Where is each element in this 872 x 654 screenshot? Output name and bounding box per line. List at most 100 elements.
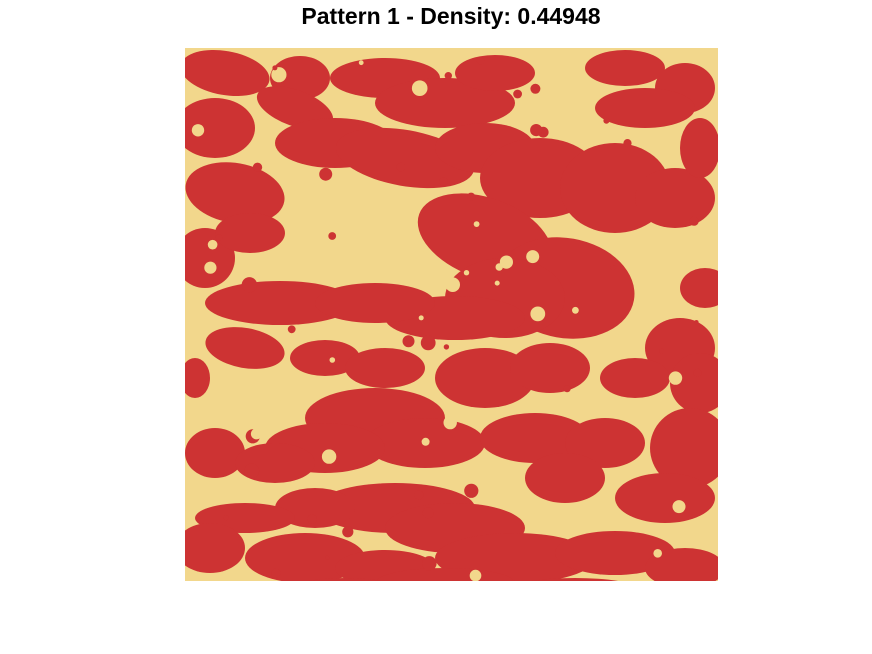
pattern-speckle <box>215 234 223 242</box>
occupied-patch <box>185 523 245 573</box>
pattern-panel <box>185 48 718 581</box>
occupied-patch <box>315 283 435 323</box>
pattern-speckle <box>530 124 543 137</box>
pattern-speckle <box>513 89 522 99</box>
occupied-patch <box>680 118 718 178</box>
pattern-speckle <box>467 192 476 201</box>
occupied-patch <box>615 473 715 523</box>
pattern-speckle <box>328 232 337 240</box>
occupied-patch <box>585 50 665 86</box>
pattern-speckle <box>271 568 281 578</box>
pattern-speckle <box>463 270 470 276</box>
pattern-speckle <box>476 56 485 65</box>
pattern-speckle <box>329 357 336 363</box>
occupied-patch <box>205 327 285 369</box>
pattern-speckle <box>668 371 683 385</box>
pattern-speckle <box>530 83 541 94</box>
occupied-patch <box>455 55 535 91</box>
pattern-speckle <box>396 162 406 172</box>
pattern-speckle <box>271 67 287 83</box>
pattern-speckle <box>293 251 306 264</box>
pattern-speckle <box>603 117 610 124</box>
occupied-patch <box>645 548 718 581</box>
pattern-svg <box>185 48 718 581</box>
pattern-speckle <box>473 221 480 228</box>
pattern-speckle <box>319 167 333 181</box>
occupied-patch <box>680 268 718 308</box>
occupied-patch <box>480 413 590 463</box>
pattern-speckle <box>422 507 434 519</box>
occupied-patch <box>185 49 270 97</box>
pattern-speckle <box>499 255 513 269</box>
occupied-patch <box>235 443 315 483</box>
pattern-speckle <box>207 239 218 250</box>
pattern-speckle <box>321 449 337 464</box>
occupied-patches <box>185 49 718 581</box>
occupied-patch <box>635 168 715 228</box>
pattern-speckle <box>252 162 263 172</box>
occupied-patch <box>532 578 618 581</box>
pattern-speckle <box>420 335 436 351</box>
occupied-patch <box>525 453 605 503</box>
pattern-speckle <box>244 463 260 479</box>
pattern-speckle <box>191 124 205 137</box>
pattern-speckle <box>282 207 287 213</box>
pattern-speckle <box>204 261 217 274</box>
pattern-speckle <box>241 277 258 293</box>
pattern-speckle <box>443 415 457 430</box>
pattern-speckle <box>530 306 546 322</box>
pattern-speckle <box>279 395 287 402</box>
pattern-speckle <box>418 315 424 321</box>
pattern-speckle <box>325 555 330 560</box>
pattern-speckle <box>223 515 229 521</box>
pattern-speckle <box>659 348 665 354</box>
occupied-patch <box>185 98 255 158</box>
occupied-patch <box>555 531 675 575</box>
occupied-patch <box>600 358 670 398</box>
pattern-speckle <box>572 306 579 314</box>
pattern-speckle <box>443 344 450 350</box>
occupied-patch <box>185 162 285 224</box>
occupied-patch <box>185 358 210 398</box>
pattern-speckle <box>307 514 317 524</box>
occupied-patch <box>510 343 590 393</box>
occupied-patch <box>205 281 355 325</box>
pattern-speckle <box>533 508 541 515</box>
pattern-speckle <box>358 60 364 66</box>
pattern-speckle <box>445 277 461 292</box>
pattern-speckle <box>370 232 375 238</box>
pattern-speckle <box>610 265 616 271</box>
occupied-patch <box>215 213 285 253</box>
chart-title: Pattern 1 - Density: 0.44948 <box>301 3 601 29</box>
occupied-patch <box>309 578 381 581</box>
pattern-speckle <box>526 250 540 264</box>
pattern-speckle <box>250 428 262 440</box>
pattern-speckle <box>287 325 296 334</box>
pattern-speckle <box>469 569 482 581</box>
occupied-patch <box>185 428 245 478</box>
pattern-speckle <box>672 500 686 514</box>
pattern-speckle <box>689 216 699 226</box>
pattern-speckle <box>421 437 430 446</box>
pattern-speckle <box>414 243 425 255</box>
pattern-speckle <box>402 335 415 348</box>
pattern-speckle <box>653 549 662 558</box>
pattern-speckle <box>439 177 448 187</box>
occupied-patch <box>595 88 695 128</box>
pattern-speckle <box>422 556 437 571</box>
pattern-speckle <box>693 368 702 377</box>
pattern-speckle <box>494 280 500 286</box>
pattern-speckle <box>694 320 699 325</box>
occupied-patch <box>256 86 334 130</box>
occupied-patch <box>345 348 425 388</box>
pattern-speckle <box>411 80 428 96</box>
pattern-speckle <box>444 72 452 80</box>
occupied-patch <box>670 353 718 413</box>
pattern-speckle <box>563 385 571 393</box>
occupied-patch <box>435 533 595 581</box>
occupied-patch <box>565 418 645 468</box>
pattern-speckle <box>437 266 442 272</box>
occupied-patch <box>290 340 360 376</box>
occupied-patch <box>435 348 535 408</box>
pattern-speckle <box>342 526 354 538</box>
